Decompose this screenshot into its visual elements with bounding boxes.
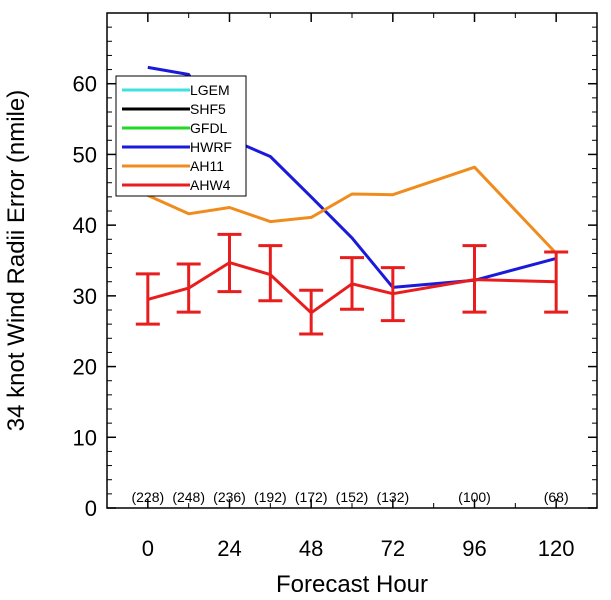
x-tick-label: 120 [538, 536, 575, 561]
y-axis-title: 34 knot Wind Radii Error (nmile) [3, 90, 30, 431]
x-tick-label: 96 [462, 536, 486, 561]
error-bar [299, 288, 324, 336]
sample-count-label: (68) [544, 489, 569, 505]
sample-count-label: (172) [295, 489, 328, 505]
legend-box [115, 75, 247, 197]
x-tick-label: 24 [217, 536, 241, 561]
y-tick-label: 30 [73, 284, 97, 309]
legend-label-hwrf: HWRF [190, 139, 232, 155]
x-tick-label: 72 [381, 536, 405, 561]
sample-count-label: (248) [172, 489, 205, 505]
error-bar [544, 250, 569, 314]
sample-count-label: (152) [336, 489, 369, 505]
sample-count-label: (236) [213, 489, 246, 505]
y-tick-label: 10 [73, 425, 97, 450]
error-bar [340, 256, 364, 311]
error-bar [217, 232, 242, 294]
legend-label-ahw4: AHW4 [190, 177, 231, 193]
plot-marks: (228) (248) (236) (192) (172) (152) (132) (100)… [131, 65, 569, 505]
series-line-ah11 [147, 165, 558, 255]
x-axis-title: Forecast Hour [276, 571, 428, 598]
error-bar [258, 244, 283, 303]
sample-count-label: (192) [254, 489, 287, 505]
legend-label-ah11: AH11 [190, 158, 224, 174]
sample-count-label: (132) [376, 489, 409, 505]
x-tick-label: 48 [299, 536, 323, 561]
legend: LGEM SHF5 GFDL HWRF AH11 AHW4 [115, 75, 247, 197]
legend-label-shf5: SHF5 [190, 101, 226, 117]
legend-label-gfdl: GFDL [190, 120, 228, 136]
y-tick-label: 40 [73, 213, 97, 238]
error-bar [176, 262, 201, 314]
sample-count-label: (228) [131, 489, 164, 505]
error-bar [462, 244, 487, 314]
y-tick-label: 0 [85, 496, 97, 521]
y-tick-label: 50 [73, 142, 97, 167]
axis-ticks: 0 10 20 30 40 50 60 0 24 48 72 96 120 [73, 13, 597, 561]
error-bar [380, 266, 405, 323]
x-tick-label: 0 [142, 536, 154, 561]
legend-label-lgem: LGEM [190, 82, 230, 98]
sample-count-label: (100) [458, 489, 491, 505]
y-tick-label: 60 [73, 72, 97, 97]
y-tick-label: 20 [73, 355, 97, 380]
error-bar [135, 272, 160, 326]
